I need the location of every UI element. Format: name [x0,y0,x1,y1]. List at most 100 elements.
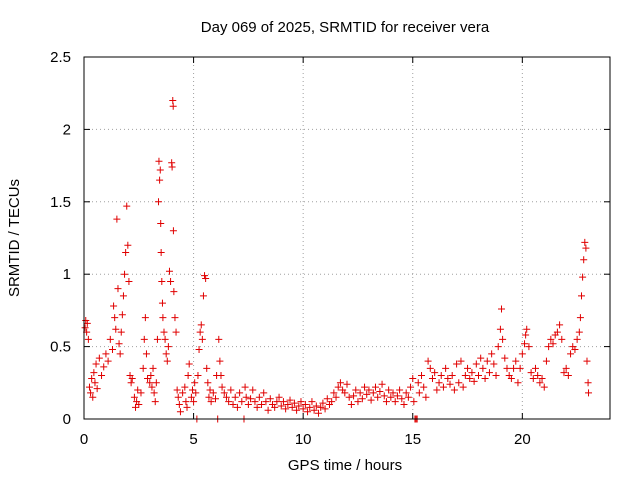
data-point [549,340,557,348]
data-point [116,350,124,358]
data-point [499,335,507,343]
data-point [426,364,434,372]
data-point [190,398,198,406]
data-point [271,403,279,411]
data-point [155,198,163,206]
data-point [475,372,482,380]
data-point [179,389,187,397]
data-point [575,328,583,336]
y-tick-label: 2 [63,121,71,138]
data-point [472,360,480,368]
data-point [115,340,123,348]
data-point [161,335,169,343]
data-point [127,379,135,387]
data-point [275,393,283,401]
data-point [538,374,546,382]
data-point [282,405,290,413]
x-tick-label: 0 [80,431,88,448]
data-point [100,363,108,371]
data-point [90,369,98,377]
data-point [167,277,175,285]
data-point [209,389,217,397]
data-point [253,403,261,411]
data-point [466,374,474,382]
data-point [83,319,91,327]
data-point [398,395,406,403]
data-point [468,369,476,377]
data-point [418,372,426,380]
data-point [323,395,331,403]
data-point [197,321,205,329]
data-point [428,374,436,382]
data-point [142,350,150,358]
data-point [203,364,211,372]
data-point [385,386,393,394]
data-point [121,270,129,278]
data-point [409,374,417,382]
data-point [156,166,164,174]
data-point [444,374,452,382]
data-point [579,273,587,281]
data-point [483,357,491,365]
plot-frame [83,56,611,420]
data-point [199,292,207,300]
data-point [183,403,191,411]
data-point [477,354,485,362]
data-point [553,328,561,336]
data-point [529,374,537,382]
data-point [218,383,226,391]
data-point [297,398,305,406]
data-point [387,393,395,401]
data-point [81,324,89,332]
data-point [175,401,183,409]
data-point [149,364,157,372]
data-point [304,408,312,416]
data-point [195,345,203,353]
data-point [534,372,542,380]
data-point [233,403,241,411]
data-point [448,372,456,380]
data-point [317,403,325,411]
data-point [306,403,314,411]
data-point [310,406,318,414]
data-point [319,399,327,407]
data-point [396,386,404,394]
data-point [400,401,408,409]
data-point [132,403,140,411]
data-point [152,379,160,387]
data-point [442,364,450,372]
data-point [433,386,441,394]
y-tick-label: 1 [63,266,71,283]
data-point [485,369,493,377]
data-point [312,402,320,410]
data-point [88,374,96,382]
data-point [562,364,570,372]
data-point [330,389,338,397]
data-point [378,380,386,388]
data-point [182,398,190,406]
data-point [461,372,469,380]
data-point [358,395,366,403]
data-point [354,398,362,406]
data-point [144,374,152,382]
data-point [147,372,155,380]
data-point [332,393,340,401]
data-point [516,364,524,372]
data-point [455,379,463,387]
data-point [242,393,250,401]
data-point [336,379,344,387]
x-tick-label: 20 [514,431,531,448]
data-points [81,96,593,423]
data-point [343,380,351,388]
data-point [87,389,95,397]
data-point [393,392,401,400]
data-point [345,393,353,401]
data-point [341,389,349,397]
data-point [111,314,119,322]
data-point [202,275,210,283]
data-point [128,374,136,382]
x-tick-label: 10 [295,431,312,448]
data-point [171,314,179,322]
data-point [231,393,239,401]
data-point [188,386,196,394]
